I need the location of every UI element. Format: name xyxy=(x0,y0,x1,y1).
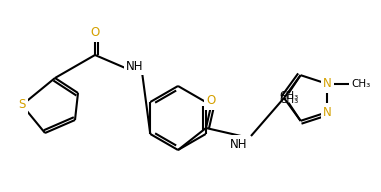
Text: CH₃: CH₃ xyxy=(352,79,371,89)
Text: NH: NH xyxy=(126,60,144,73)
Text: O: O xyxy=(90,26,99,40)
Text: NH: NH xyxy=(230,137,248,151)
Text: O: O xyxy=(207,94,216,108)
Text: N: N xyxy=(323,77,332,90)
Text: CH₃: CH₃ xyxy=(279,95,298,105)
Text: S: S xyxy=(18,98,26,112)
Text: CH₃: CH₃ xyxy=(279,91,298,101)
Text: N: N xyxy=(323,106,332,119)
